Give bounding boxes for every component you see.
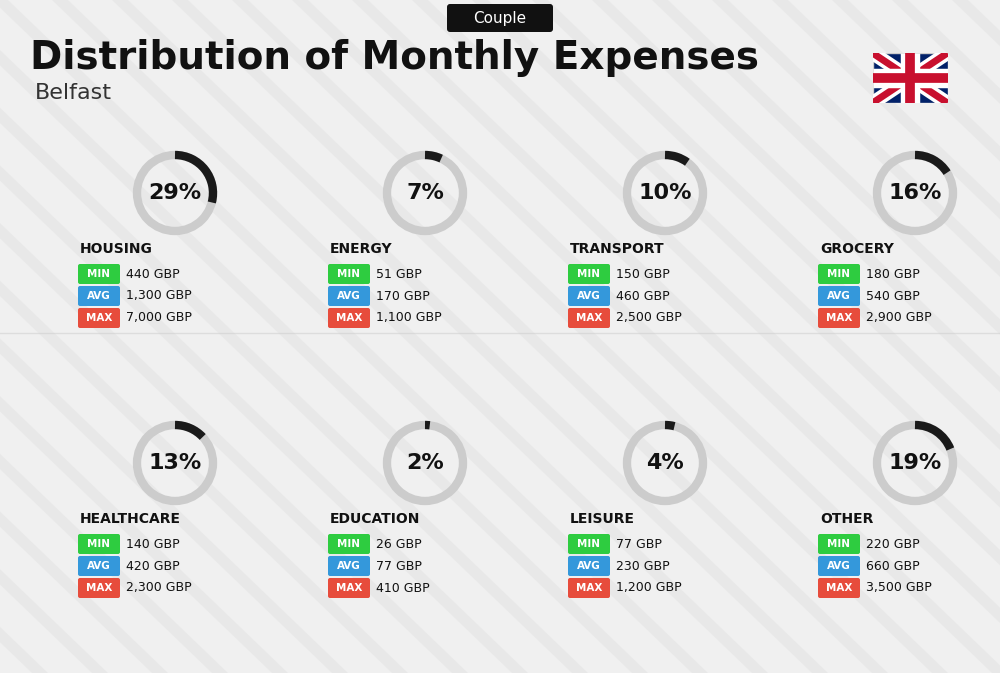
Text: AVG: AVG [337,561,361,571]
FancyBboxPatch shape [568,308,610,328]
FancyBboxPatch shape [447,4,553,32]
Text: AVG: AVG [87,561,111,571]
FancyBboxPatch shape [328,264,370,284]
Text: 2,900 GBP: 2,900 GBP [866,312,932,324]
FancyBboxPatch shape [872,53,948,103]
Text: Couple: Couple [473,11,527,26]
Text: 1,100 GBP: 1,100 GBP [376,312,442,324]
Text: 2,500 GBP: 2,500 GBP [616,312,682,324]
FancyBboxPatch shape [568,578,610,598]
FancyBboxPatch shape [818,264,860,284]
FancyBboxPatch shape [818,556,860,576]
Text: 170 GBP: 170 GBP [376,289,430,302]
Text: MAX: MAX [86,583,112,593]
Text: 7%: 7% [406,183,444,203]
Text: MIN: MIN [88,539,110,549]
Text: MAX: MAX [576,313,602,323]
Text: 77 GBP: 77 GBP [376,559,422,573]
FancyBboxPatch shape [328,308,370,328]
Text: 140 GBP: 140 GBP [126,538,180,551]
Text: MIN: MIN [578,269,600,279]
Text: MAX: MAX [336,583,362,593]
Text: MIN: MIN [578,539,600,549]
Text: 1,300 GBP: 1,300 GBP [126,289,192,302]
Text: 13%: 13% [148,453,202,473]
FancyBboxPatch shape [568,286,610,306]
FancyBboxPatch shape [818,578,860,598]
FancyBboxPatch shape [568,556,610,576]
Text: HOUSING: HOUSING [80,242,153,256]
Text: MIN: MIN [338,269,360,279]
FancyBboxPatch shape [78,264,120,284]
Text: MIN: MIN [828,269,850,279]
Text: ENERGY: ENERGY [330,242,393,256]
Text: 660 GBP: 660 GBP [866,559,920,573]
Text: OTHER: OTHER [820,512,873,526]
Text: 77 GBP: 77 GBP [616,538,662,551]
Text: AVG: AVG [577,291,601,301]
Text: 3,500 GBP: 3,500 GBP [866,581,932,594]
Text: 16%: 16% [888,183,942,203]
Text: 1,200 GBP: 1,200 GBP [616,581,682,594]
Text: LEISURE: LEISURE [570,512,635,526]
Text: 2%: 2% [406,453,444,473]
Text: AVG: AVG [337,291,361,301]
FancyBboxPatch shape [78,534,120,554]
Text: 26 GBP: 26 GBP [376,538,422,551]
Text: GROCERY: GROCERY [820,242,894,256]
FancyBboxPatch shape [568,264,610,284]
Text: MAX: MAX [336,313,362,323]
Text: 2,300 GBP: 2,300 GBP [126,581,192,594]
Text: HEALTHCARE: HEALTHCARE [80,512,181,526]
FancyBboxPatch shape [78,556,120,576]
Text: 180 GBP: 180 GBP [866,267,920,281]
Text: 420 GBP: 420 GBP [126,559,180,573]
FancyBboxPatch shape [818,308,860,328]
FancyBboxPatch shape [78,578,120,598]
Text: 4%: 4% [646,453,684,473]
Text: MIN: MIN [88,269,110,279]
Text: TRANSPORT: TRANSPORT [570,242,665,256]
Text: 7,000 GBP: 7,000 GBP [126,312,192,324]
FancyBboxPatch shape [78,308,120,328]
Text: AVG: AVG [827,291,851,301]
Text: AVG: AVG [577,561,601,571]
Text: EDUCATION: EDUCATION [330,512,420,526]
Text: 440 GBP: 440 GBP [126,267,180,281]
FancyBboxPatch shape [328,556,370,576]
FancyBboxPatch shape [818,286,860,306]
Text: Distribution of Monthly Expenses: Distribution of Monthly Expenses [30,39,759,77]
Text: 410 GBP: 410 GBP [376,581,430,594]
FancyBboxPatch shape [568,534,610,554]
FancyBboxPatch shape [818,534,860,554]
Text: 230 GBP: 230 GBP [616,559,670,573]
Text: AVG: AVG [87,291,111,301]
Text: MAX: MAX [826,313,852,323]
Text: Belfast: Belfast [35,83,112,103]
Text: 19%: 19% [888,453,942,473]
Text: 29%: 29% [148,183,202,203]
FancyBboxPatch shape [328,578,370,598]
Text: MIN: MIN [828,539,850,549]
Text: 150 GBP: 150 GBP [616,267,670,281]
Text: MAX: MAX [826,583,852,593]
Text: 10%: 10% [638,183,692,203]
Text: MIN: MIN [338,539,360,549]
FancyBboxPatch shape [328,286,370,306]
Text: MAX: MAX [576,583,602,593]
Text: 220 GBP: 220 GBP [866,538,920,551]
FancyBboxPatch shape [328,534,370,554]
Text: AVG: AVG [827,561,851,571]
Text: MAX: MAX [86,313,112,323]
Text: 540 GBP: 540 GBP [866,289,920,302]
Text: 460 GBP: 460 GBP [616,289,670,302]
FancyBboxPatch shape [78,286,120,306]
Text: 51 GBP: 51 GBP [376,267,422,281]
